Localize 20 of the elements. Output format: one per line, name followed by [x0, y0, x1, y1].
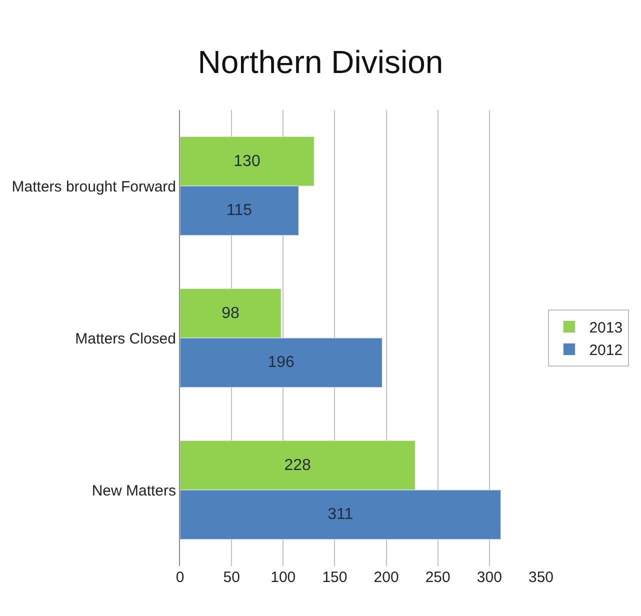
x-tick-label: 0 [176, 569, 184, 586]
legend-label: 2012 [589, 342, 623, 360]
data-label: 228 [284, 456, 311, 474]
x-tick-label: 350 [528, 569, 554, 586]
x-tick-label: 100 [270, 569, 296, 586]
legend-label: 2013 [589, 320, 623, 337]
data-label: 115 [226, 202, 252, 220]
x-tick-label: 200 [374, 569, 399, 586]
x-tick-label: 250 [425, 569, 450, 586]
chart-title: Northern Division [198, 44, 444, 80]
data-label: 196 [268, 354, 294, 372]
data-label: 98 [222, 304, 240, 322]
x-tick-label: 300 [476, 569, 502, 586]
data-label: 311 [328, 506, 354, 524]
y-tick-label: New Matters [92, 482, 176, 500]
y-tick-label: Matters Closed [75, 330, 176, 348]
x-tick-label: 50 [223, 569, 240, 586]
y-tick-label: Matters brought Forward [12, 178, 176, 196]
data-label: 130 [234, 152, 260, 170]
x-tick-label: 150 [322, 569, 348, 586]
